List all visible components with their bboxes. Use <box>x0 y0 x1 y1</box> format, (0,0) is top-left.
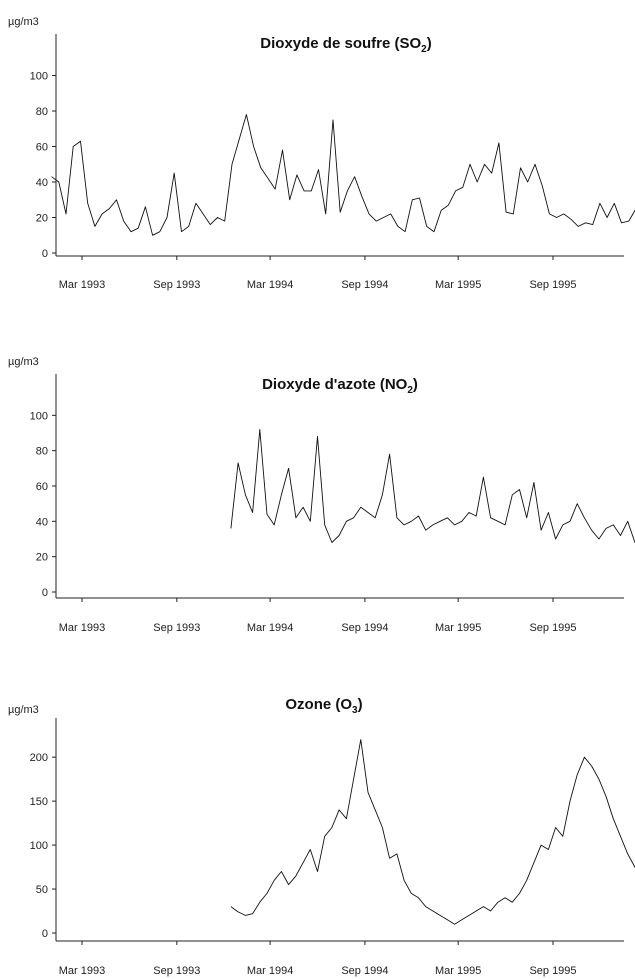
title-main: Ozone (O <box>285 696 352 713</box>
y-ticks: 0 20 40 60 80 100 <box>30 410 56 599</box>
y-tick-label: 80 <box>36 446 48 458</box>
y-tick-label: 0 <box>42 587 48 599</box>
y-tick-label: 40 <box>36 177 48 189</box>
y-tick-label: 20 <box>36 213 48 225</box>
y-tick-label: 80 <box>36 106 48 118</box>
y-unit-label: µg/m3 <box>8 16 39 28</box>
chart-panel-o3: µg/m3 Ozone (O3) 0 50 100 150 200 Mar 1993 Se… <box>8 696 635 977</box>
chart-title: Dioxyde de soufre (SO2) <box>260 35 431 55</box>
x-tick-label: Sep 1995 <box>529 965 576 977</box>
y-tick-label: 150 <box>30 796 48 808</box>
y-ticks: 0 50 100 150 200 <box>30 752 56 940</box>
y-tick-label: 60 <box>36 481 48 493</box>
title-end: ) <box>427 35 432 52</box>
title-subscript: 2 <box>407 385 413 396</box>
x-tick-label: Mar 1995 <box>435 965 481 977</box>
y-unit-label: µg/m3 <box>8 356 39 368</box>
y-tick-label: 100 <box>30 71 48 83</box>
o3-series-line <box>230 739 635 925</box>
x-tick-label: Mar 1995 <box>435 622 481 634</box>
x-tick-label: Mar 1993 <box>59 965 105 977</box>
no2-series-line <box>230 429 635 543</box>
y-unit-label: µg/m3 <box>8 704 39 716</box>
x-tick-label: Mar 1994 <box>247 279 293 291</box>
y-tick-label: 60 <box>36 142 48 154</box>
chart-title: Dioxyde d'azote (NO2) <box>262 376 418 396</box>
title-end: ) <box>358 696 363 713</box>
x-tick-label: Mar 1993 <box>59 622 105 634</box>
title-main: Dioxyde d'azote (NO <box>262 376 408 393</box>
x-tick-label: Mar 1994 <box>247 965 293 977</box>
x-tick-label: Sep 1993 <box>153 279 200 291</box>
x-tick-label: Mar 1994 <box>247 622 293 634</box>
y-tick-label: 0 <box>42 248 48 260</box>
title-main: Dioxyde de soufre (SO <box>260 35 421 52</box>
x-ticks: Mar 1993 Sep 1993 Mar 1994 Sep 1994 Mar 1995… <box>59 941 577 977</box>
chart-panel-so2: µg/m3 Dioxyde de soufre (SO2) 0 20 40 60 80 1… <box>8 16 635 291</box>
x-tick-label: Sep 1994 <box>341 622 388 634</box>
x-tick-label: Sep 1994 <box>341 279 388 291</box>
x-tick-label: Sep 1993 <box>153 622 200 634</box>
y-ticks: 0 20 40 60 80 100 <box>30 71 56 260</box>
y-tick-label: 20 <box>36 552 48 564</box>
y-tick-label: 100 <box>30 410 48 422</box>
so2-series-line <box>51 114 635 236</box>
x-ticks: Mar 1993 Sep 1993 Mar 1994 Sep 1994 Mar 1995… <box>59 256 577 291</box>
x-tick-label: Mar 1995 <box>435 279 481 291</box>
title-end: ) <box>413 376 418 393</box>
chart-title: Ozone (O3) <box>285 696 362 716</box>
y-tick-label: 200 <box>30 752 48 764</box>
x-tick-label: Sep 1995 <box>529 279 576 291</box>
x-ticks: Mar 1993 Sep 1993 Mar 1994 Sep 1994 Mar 1995… <box>59 598 577 634</box>
y-tick-label: 40 <box>36 516 48 528</box>
y-tick-label: 100 <box>30 840 48 852</box>
x-tick-label: Sep 1993 <box>153 965 200 977</box>
x-tick-label: Sep 1995 <box>529 622 576 634</box>
title-subscript: 2 <box>421 44 427 55</box>
x-tick-label: Sep 1994 <box>341 965 388 977</box>
y-tick-label: 50 <box>36 884 48 896</box>
chart-panel-no2: µg/m3 Dioxyde d'azote (NO2) 0 20 40 60 80 100… <box>8 356 635 634</box>
x-tick-label: Mar 1993 <box>59 279 105 291</box>
y-tick-label: 0 <box>42 928 48 940</box>
title-subscript: 3 <box>352 705 358 716</box>
